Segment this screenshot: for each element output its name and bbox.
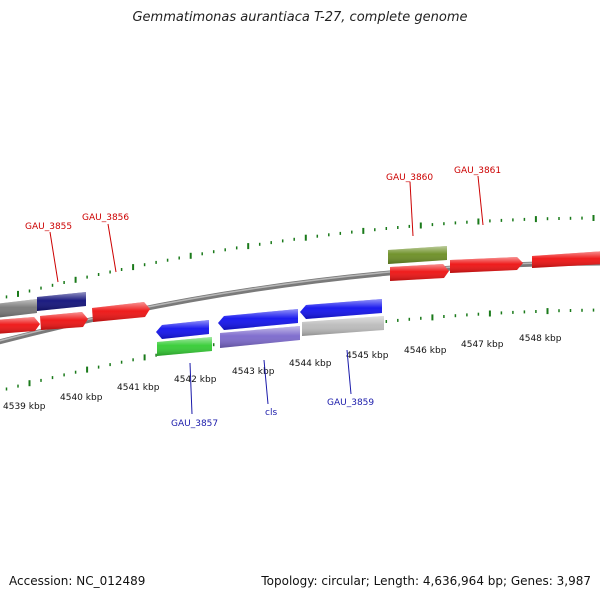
map-title: Gemmatimonas aurantiaca T-27, complete g… bbox=[132, 10, 468, 25]
cds-gau-3857[interactable] bbox=[156, 320, 209, 339]
scale-label: 4541 kbp bbox=[117, 383, 160, 393]
outer-tick-track bbox=[5, 215, 595, 299]
forward-strand-features-row1 bbox=[0, 246, 447, 318]
cds-gau-3859[interactable] bbox=[300, 299, 382, 319]
feature-lavender-cls[interactable] bbox=[220, 326, 300, 348]
scale-labels: 4539 kbp 4540 kbp 4541 kbp 4542 kbp 4543… bbox=[3, 334, 562, 412]
scale-label: 4540 kbp bbox=[60, 393, 103, 403]
feature-leaders bbox=[49, 175, 484, 415]
feature-label[interactable]: GAU_3859 bbox=[327, 398, 374, 408]
cds-forward-3[interactable] bbox=[92, 302, 150, 322]
feature-label[interactable]: GAU_3861 bbox=[454, 166, 501, 176]
cds-gau-3860[interactable] bbox=[390, 264, 449, 281]
scale-label: 4544 kbp bbox=[289, 359, 332, 369]
cds-gau-3856[interactable] bbox=[40, 312, 88, 330]
feature-gray-segment[interactable] bbox=[0, 299, 37, 318]
scale-label: 4548 kbp bbox=[519, 334, 562, 344]
feature-gau-3855[interactable] bbox=[37, 292, 86, 311]
scale-label: 4539 kbp bbox=[3, 402, 46, 412]
forward-strand-features bbox=[0, 251, 600, 334]
scale-label: 4542 kbp bbox=[174, 375, 217, 385]
cds-gau-3861[interactable] bbox=[450, 257, 523, 273]
feature-label[interactable]: cls bbox=[265, 408, 277, 418]
scale-label: 4547 kbp bbox=[461, 340, 504, 350]
cds-forward-1[interactable] bbox=[0, 317, 40, 334]
rna-gau-3857[interactable] bbox=[157, 337, 212, 356]
genome-summary-text: Topology: circular; Length: 4,636,964 bp… bbox=[261, 574, 591, 588]
feature-label[interactable]: GAU_3857 bbox=[171, 419, 218, 429]
cds-forward-6[interactable] bbox=[532, 251, 600, 268]
scale-label: 4545 kbp bbox=[346, 351, 389, 361]
cds-cls[interactable] bbox=[218, 309, 298, 330]
feature-label[interactable]: GAU_3856 bbox=[82, 213, 129, 223]
reverse-strand-features bbox=[156, 299, 384, 356]
feature-lightgray-gau-3859[interactable] bbox=[302, 316, 384, 336]
scale-label: 4543 kbp bbox=[232, 367, 275, 377]
feature-olive-gau-3860[interactable] bbox=[388, 246, 447, 264]
feature-labels: GAU_3855 GAU_3856 GAU_3860 GAU_3861 GAU_… bbox=[25, 166, 501, 429]
feature-label[interactable]: GAU_3860 bbox=[386, 173, 433, 183]
scale-label: 4546 kbp bbox=[404, 346, 447, 356]
feature-label[interactable]: GAU_3855 bbox=[25, 222, 72, 232]
accession-text: Accession: NC_012489 bbox=[9, 574, 146, 588]
